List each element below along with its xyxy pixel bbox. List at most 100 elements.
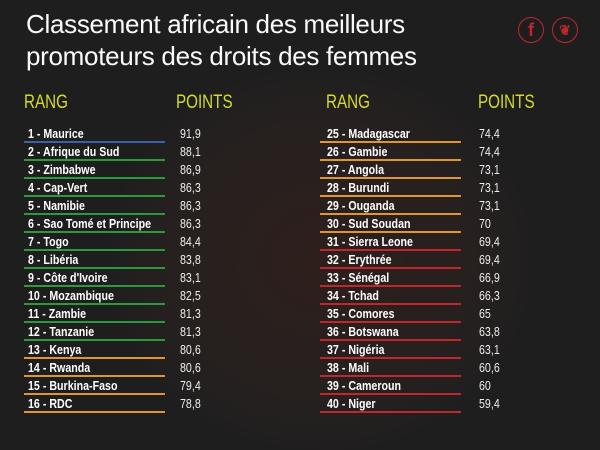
ranking-row: 10 - Mozambique 82,5 [0,286,300,305]
ranking-row: 40 - Niger 59,4 [300,394,600,413]
row-divider [320,339,461,341]
country-rank: 35 - Comores [327,306,395,321]
ranking-row: 1 - Maurice 91,9 [0,124,300,143]
country-points: 78,8 [180,396,201,411]
row-divider [320,357,461,359]
country-points: 81,3 [180,306,201,321]
ranking-row: 38 - Mali 60,6 [300,358,600,377]
row-divider [24,393,165,395]
country-rank: 11 - Zambie [28,306,87,321]
country-points: 80,6 [180,342,201,357]
page-title: Classement africain des meilleurs promot… [26,8,417,72]
country-points: 86,3 [180,198,201,213]
points-header: POINTS [176,92,233,113]
country-rank: 39 - Cameroun [327,378,402,393]
country-points: 91,9 [180,126,201,141]
country-rank: 36 - Botswana [327,324,399,339]
row-divider [320,159,461,161]
row-divider [320,267,461,269]
ranking-row: 30 - Sud Soudan 70 [300,214,600,233]
country-rank: 30 - Sud Soudan [327,216,411,231]
title-line-2: promoteurs des droits des femmes [26,41,417,71]
row-divider [24,231,165,233]
ranking-row: 27 - Angola 73,1 [300,160,600,179]
country-points: 60 [479,378,491,393]
ranking-row: 26 - Gambie 74,4 [300,142,600,161]
country-points: 80,6 [180,360,201,375]
country-rank: 1 - Maurice [28,126,84,141]
country-points: 73,1 [479,198,500,213]
row-divider [320,195,461,197]
ranking-row: 15 - Burkina-Faso 79,4 [0,376,300,395]
ranking-row: 28 - Burundi 73,1 [300,178,600,197]
row-divider [320,375,461,377]
country-rank: 26 - Gambie [327,144,388,159]
row-divider [24,321,165,323]
ranking-row: 2 - Afrique du Sud 88,1 [0,142,300,161]
country-points: 86,3 [180,180,201,195]
ranking-row: 35 - Comores 65 [300,304,600,323]
ranking-row: 4 - Cap-Vert 86,3 [0,178,300,197]
country-rank: 9 - Côte d'Ivoire [28,270,108,285]
ranking-row: 16 - RDC 78,8 [0,394,300,413]
country-rank: 33 - Sénégal [327,270,390,285]
row-divider [24,267,165,269]
row-divider [320,177,461,179]
ranking-row: 31 - Sierra Leone 69,4 [300,232,600,251]
rank-header: RANG [326,92,370,113]
country-points: 60,6 [479,360,500,375]
row-divider [24,375,165,377]
row-divider [24,339,165,341]
country-rank: 14 - Rwanda [28,360,91,375]
points-header: POINTS [478,92,535,113]
country-rank: 31 - Sierra Leone [327,234,413,249]
twitter-icon[interactable]: ❦ [552,17,578,43]
ranking-row: 5 - Namibie 86,3 [0,196,300,215]
ranking-row: 14 - Rwanda 80,6 [0,358,300,377]
country-points: 74,4 [479,144,500,159]
row-divider [24,411,165,413]
country-rank: 25 - Madagascar [327,126,410,141]
country-points: 81,3 [180,324,201,339]
ranking-row: 8 - Libéria 83,8 [0,250,300,269]
title-line-1: Classement africain des meilleurs [26,9,405,39]
africa-map-background [110,70,530,450]
row-divider [24,285,165,287]
ranking-row: 36 - Botswana 63,8 [300,322,600,341]
country-points: 84,4 [180,234,201,249]
row-divider [320,285,461,287]
ranking-row: 29 - Ouganda 73,1 [300,196,600,215]
country-points: 83,8 [180,252,201,267]
row-divider [24,159,165,161]
country-rank: 5 - Namibie [28,198,85,213]
facebook-icon[interactable]: f [518,17,544,43]
country-rank: 16 - RDC [28,396,73,411]
ranking-row: 13 - Kenya 80,6 [0,340,300,359]
ranking-row: 34 - Tchad 66,3 [300,286,600,305]
row-divider [24,195,165,197]
row-divider [24,303,165,305]
ranking-row: 37 - Nigéria 63,1 [300,340,600,359]
country-rank: 13 - Kenya [28,342,82,357]
row-divider [320,231,461,233]
country-points: 69,4 [479,234,500,249]
ranking-row: 3 - Zimbabwe 86,9 [0,160,300,179]
rank-header: RANG [24,92,68,113]
row-divider [320,411,461,413]
country-rank: 27 - Angola [327,162,385,177]
ranking-row: 25 - Madagascar 74,4 [300,124,600,143]
ranking-row: 32 - Erythrée 69,4 [300,250,600,269]
country-rank: 6 - Sao Tomé et Principe [28,216,152,231]
country-rank: 28 - Burundi [327,180,390,195]
country-rank: 34 - Tchad [327,288,379,303]
row-divider [320,141,461,143]
country-points: 63,8 [479,324,500,339]
ranking-row: 39 - Cameroun 60 [300,376,600,395]
country-rank: 40 - Niger [327,396,376,411]
country-rank: 7 - Togo [28,234,69,249]
ranking-row: 11 - Zambie 81,3 [0,304,300,323]
country-rank: 2 - Afrique du Sud [28,144,120,159]
country-rank: 4 - Cap-Vert [28,180,88,195]
country-points: 86,9 [180,162,201,177]
country-rank: 38 - Mali [327,360,370,375]
